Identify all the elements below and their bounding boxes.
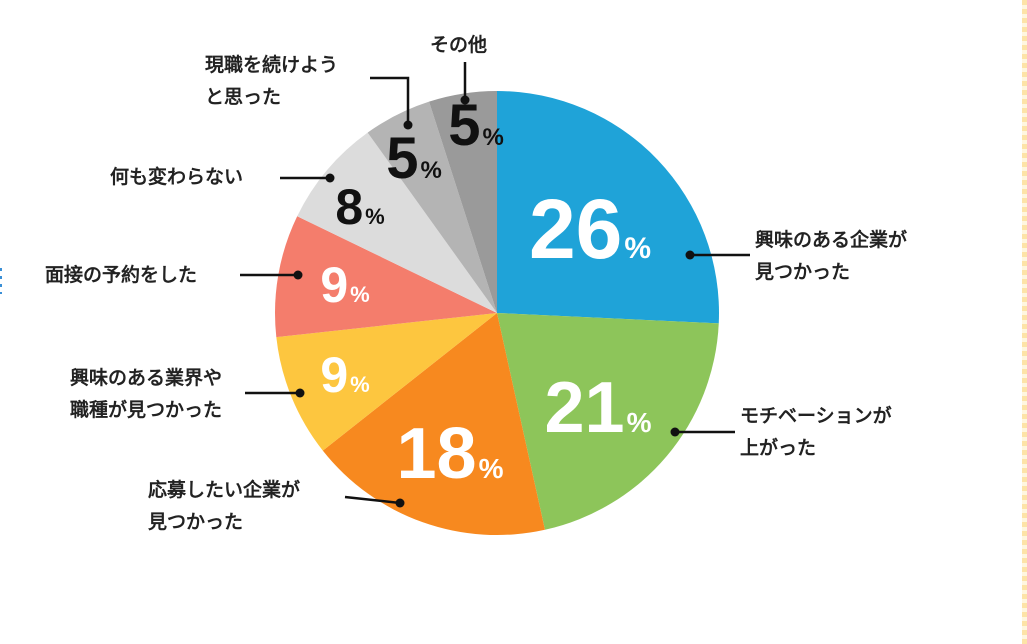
- data-label: 18%: [397, 414, 504, 494]
- leader-dot: [295, 388, 305, 398]
- leader-line: [370, 76, 410, 125]
- leader-line: [344, 495, 401, 505]
- pie-slice: [497, 313, 719, 530]
- leader-dot: [670, 427, 680, 437]
- decorative-mark: [0, 268, 2, 294]
- pie-slice: [429, 91, 497, 313]
- pie-slice: [367, 101, 497, 313]
- leader-dot: [325, 173, 335, 183]
- pie-slice: [276, 313, 497, 451]
- category-label: 何も変わらない: [110, 165, 243, 188]
- category-label: 上がった: [740, 436, 816, 459]
- category-label: と思った: [205, 86, 281, 108]
- pie-slice: [497, 91, 719, 324]
- data-label: 9%: [320, 257, 369, 313]
- category-label: モチベーションが: [740, 404, 892, 427]
- pie-slice: [322, 313, 545, 535]
- category-label: 応募したい企業が: [148, 478, 300, 501]
- leader-dot: [395, 498, 405, 508]
- pie-slice: [274, 216, 497, 338]
- category-label: 面接の予約をした: [45, 263, 197, 286]
- data-label: 21%: [545, 368, 652, 448]
- category-label: 現職を続けよう: [205, 53, 338, 76]
- pie-slice: [297, 132, 497, 313]
- data-label: 5%: [386, 126, 442, 191]
- decorative-border: [1022, 0, 1027, 644]
- data-label: 9%: [320, 347, 369, 403]
- category-label: 興味のある業界や: [70, 366, 222, 389]
- category-label: 興味のある企業が: [755, 228, 907, 251]
- data-label: 8%: [335, 179, 384, 235]
- category-label: 見つかった: [148, 511, 243, 533]
- category-label: 職種が見つかった: [70, 398, 222, 421]
- leader-dot: [685, 250, 695, 260]
- category-label: 見つかった: [755, 261, 850, 283]
- leader-dot: [460, 95, 470, 105]
- category-label: その他: [430, 33, 487, 56]
- leader-dot: [293, 270, 303, 280]
- leader-dot: [403, 120, 413, 130]
- data-label: 26%: [529, 182, 651, 276]
